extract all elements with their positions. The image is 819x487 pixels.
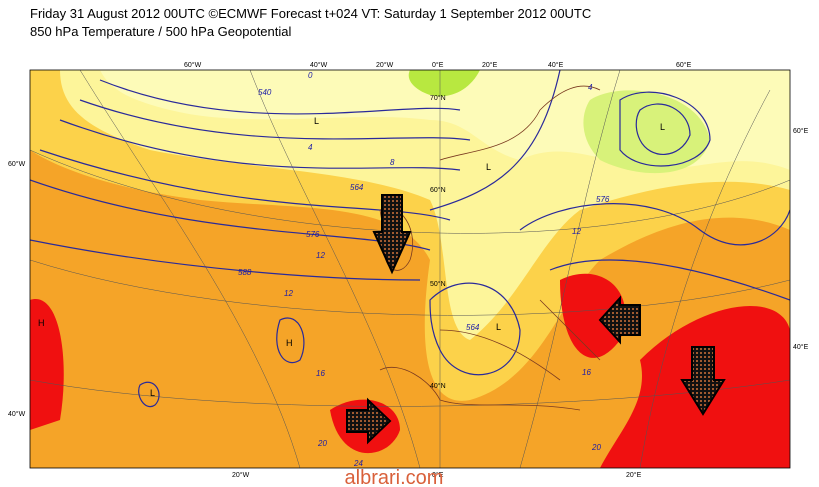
contour-label: 16	[316, 369, 325, 378]
arrow-west	[598, 295, 641, 345]
map-frame	[29, 69, 791, 469]
bottom-label: 20°W	[232, 471, 250, 479]
coastlines	[379, 85, 601, 411]
top-label: 20°E	[482, 61, 498, 69]
left-label: 60°W	[8, 160, 26, 168]
contour-label: 4	[308, 143, 313, 152]
top-label: 60°W	[184, 61, 202, 69]
contour-label: 540	[258, 88, 272, 97]
contour-label: 20	[591, 443, 601, 452]
pressure-center: L	[496, 322, 501, 332]
latitude-label: 40°N	[430, 382, 446, 390]
top-label: 40°E	[548, 61, 564, 69]
latitude-label: 60°N	[430, 186, 446, 194]
top-label: 0°E	[432, 61, 444, 69]
subtitle: 850 hPa Temperature / 500 hPa Geopotenti…	[30, 24, 292, 39]
right-label: 60°E	[793, 127, 809, 135]
top-label: 60°E	[676, 61, 692, 69]
pressure-center: L	[150, 388, 155, 398]
contour-label: 12	[284, 289, 293, 298]
field-green	[408, 70, 480, 97]
contour-label: 576	[596, 195, 610, 204]
contour-label: 576	[306, 230, 320, 239]
contour-label: 564	[466, 323, 480, 332]
contour-label: 24	[353, 459, 363, 468]
top-label: 40°W	[310, 61, 328, 69]
pressure-center: H	[38, 318, 45, 328]
map-area: 540 564 576 588 576 564 0 4 8 12 12 16 2…	[30, 70, 790, 468]
right-label: 40°E	[793, 343, 809, 351]
bottom-label: 20°E	[626, 471, 642, 479]
pressure-center: L	[314, 116, 319, 126]
latitude-label: 50°N	[430, 280, 446, 288]
arrow-south	[372, 194, 412, 275]
top-label: 20°W	[376, 61, 394, 69]
arrow-south-2	[680, 346, 726, 416]
contour-label: 8	[390, 158, 395, 167]
contour-label: 4	[588, 83, 593, 92]
watermark: albrari.com	[345, 467, 444, 487]
contour-label: 0	[308, 71, 313, 80]
bottom-label: 0°E	[432, 471, 444, 479]
geopotential-contours	[30, 70, 790, 408]
contour-label: 12	[572, 227, 581, 236]
latitude-label: 70°N	[430, 94, 446, 102]
pressure-center: L	[486, 162, 491, 172]
contour-label: 564	[350, 183, 364, 192]
contour-label: 588	[238, 268, 252, 277]
contour-label: 12	[316, 251, 325, 260]
pressure-center: H	[286, 338, 293, 348]
left-label: 40°W	[8, 410, 26, 418]
contour-label: 20	[317, 439, 327, 448]
graticule	[79, 70, 771, 468]
field-hot	[30, 299, 64, 430]
contour-label: 16	[582, 368, 591, 377]
pressure-center: L	[660, 122, 665, 132]
arrow-east	[346, 397, 392, 445]
title: Friday 31 August 2012 00UTC ©ECMWF Forec…	[30, 6, 591, 21]
